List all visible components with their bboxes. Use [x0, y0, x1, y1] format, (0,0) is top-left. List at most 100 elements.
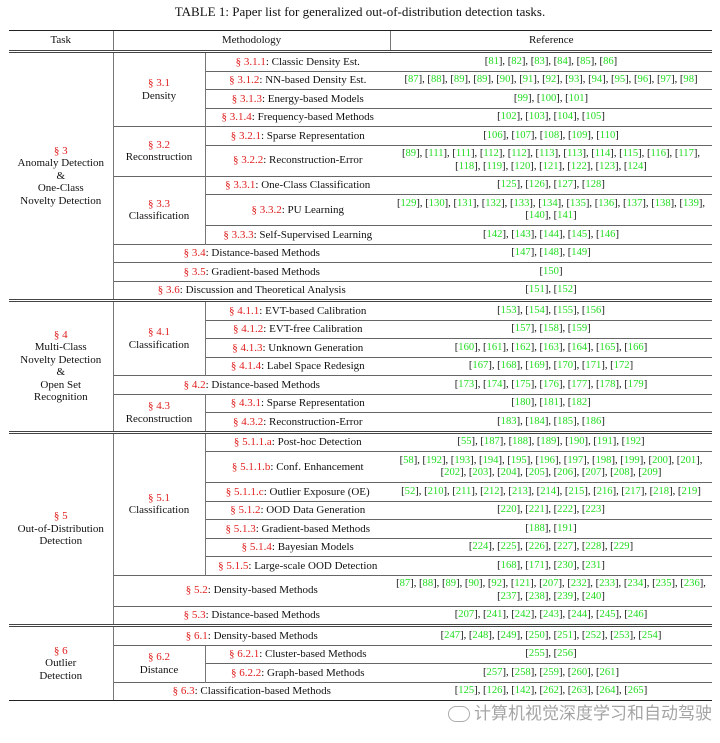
reference-link[interactable]: 241 [486, 609, 503, 620]
reference-link[interactable]: 134 [541, 197, 558, 209]
reference-link[interactable]: 202 [444, 467, 461, 478]
reference-link[interactable]: 193 [454, 454, 471, 466]
reference-link[interactable]: 106 [486, 129, 503, 141]
reference-link[interactable]: 153 [500, 304, 517, 316]
reference-link[interactable]: 233 [599, 578, 615, 589]
reference-link[interactable]: 86 [603, 55, 614, 67]
reference-link[interactable]: 184 [528, 415, 545, 427]
reference-link[interactable]: 197 [567, 454, 584, 466]
reference-link[interactable]: 223 [585, 504, 602, 515]
reference-link[interactable]: 145 [571, 228, 588, 240]
reference-link[interactable]: 257 [486, 666, 503, 678]
reference-link[interactable]: 249 [500, 629, 517, 641]
reference-link[interactable]: 87 [399, 578, 411, 589]
reference-link[interactable]: 261 [599, 666, 616, 678]
reference-link[interactable]: 190 [568, 436, 585, 447]
reference-link[interactable]: 214 [540, 485, 557, 497]
reference-link[interactable]: 228 [585, 541, 602, 552]
reference-link[interactable]: 182 [571, 397, 588, 408]
reference-link[interactable]: 204 [500, 467, 517, 478]
reference-link[interactable]: 83 [534, 55, 545, 67]
reference-link[interactable]: 264 [599, 685, 616, 696]
reference-link[interactable]: 168 [500, 559, 517, 571]
reference-link[interactable]: 85 [580, 55, 591, 67]
reference-link[interactable]: 232 [570, 578, 587, 589]
reference-link[interactable]: 191 [596, 436, 613, 447]
reference-link[interactable]: 89 [476, 74, 488, 85]
reference-link[interactable]: 171 [585, 360, 602, 371]
reference-link[interactable]: 128 [585, 179, 602, 190]
reference-link[interactable]: 144 [543, 228, 559, 240]
reference-link[interactable]: 183 [500, 415, 517, 427]
reference-link[interactable]: 113 [539, 148, 555, 159]
reference-link[interactable]: 126 [528, 179, 545, 190]
reference-link[interactable]: 102 [500, 111, 517, 122]
reference-link[interactable]: 243 [543, 609, 559, 620]
reference-link[interactable]: 207 [542, 578, 559, 589]
reference-link[interactable]: 165 [599, 341, 616, 353]
reference-link[interactable]: 105 [585, 111, 602, 122]
reference-link[interactable]: 263 [571, 685, 588, 696]
reference-link[interactable]: 115 [622, 148, 639, 159]
reference-link[interactable]: 112 [483, 148, 499, 159]
reference-link[interactable]: 95 [614, 74, 626, 85]
reference-link[interactable]: 246 [627, 609, 644, 620]
reference-link[interactable]: 251 [557, 629, 574, 641]
reference-link[interactable]: 100 [540, 92, 557, 104]
reference-link[interactable]: 231 [585, 559, 602, 571]
reference-link[interactable]: 212 [483, 485, 500, 497]
reference-link[interactable]: 162 [514, 341, 531, 353]
reference-link[interactable]: 55 [460, 436, 472, 447]
reference-link[interactable]: 171 [528, 559, 545, 571]
reference-link[interactable]: 180 [514, 397, 531, 408]
reference-link[interactable]: 210 [427, 485, 444, 497]
reference-link[interactable]: 111 [428, 148, 444, 159]
reference-link[interactable]: 90 [499, 74, 511, 85]
reference-link[interactable]: 147 [514, 247, 531, 258]
reference-link[interactable]: 247 [444, 629, 461, 641]
reference-link[interactable]: 121 [514, 578, 531, 589]
reference-link[interactable]: 242 [514, 609, 531, 620]
reference-link[interactable]: 160 [458, 341, 475, 353]
reference-link[interactable]: 219 [681, 485, 698, 497]
reference-link[interactable]: 170 [557, 360, 574, 371]
reference-link[interactable]: 211 [455, 485, 472, 497]
reference-link[interactable]: 104 [557, 111, 574, 122]
reference-link[interactable]: 120 [514, 160, 531, 172]
reference-link[interactable]: 215 [568, 485, 585, 497]
reference-link[interactable]: 150 [543, 265, 559, 277]
reference-link[interactable]: 230 [557, 559, 574, 571]
reference-link[interactable]: 164 [571, 341, 588, 353]
reference-link[interactable]: 125 [500, 179, 517, 190]
reference-link[interactable]: 259 [543, 666, 559, 678]
reference-link[interactable]: 188 [512, 436, 529, 447]
reference-link[interactable]: 196 [539, 454, 555, 466]
reference-link[interactable]: 169 [528, 360, 545, 371]
reference-link[interactable]: 221 [528, 504, 545, 515]
reference-link[interactable]: 89 [453, 74, 465, 85]
reference-link[interactable]: 203 [472, 467, 489, 478]
reference-link[interactable]: 152 [557, 284, 574, 295]
reference-link[interactable]: 250 [528, 629, 545, 641]
reference-link[interactable]: 252 [585, 629, 602, 641]
reference-link[interactable]: 103 [528, 111, 545, 122]
reference-link[interactable]: 161 [486, 341, 503, 353]
reference-link[interactable]: 97 [660, 74, 672, 85]
reference-link[interactable]: 98 [683, 74, 695, 85]
reference-link[interactable]: 244 [571, 609, 588, 620]
reference-link[interactable]: 227 [557, 541, 574, 552]
reference-link[interactable]: 142 [486, 228, 503, 240]
reference-link[interactable]: 195 [510, 454, 527, 466]
reference-link[interactable]: 238 [528, 590, 545, 602]
reference-link[interactable]: 260 [571, 666, 588, 678]
reference-link[interactable]: 127 [557, 179, 574, 190]
reference-link[interactable]: 213 [511, 485, 528, 497]
reference-link[interactable]: 84 [557, 55, 568, 67]
reference-link[interactable]: 163 [543, 341, 559, 353]
reference-link[interactable]: 133 [513, 197, 530, 209]
reference-link[interactable]: 188 [528, 522, 545, 534]
reference-link[interactable]: 254 [641, 629, 658, 641]
reference-link[interactable]: 58 [403, 454, 414, 466]
reference-link[interactable]: 119 [486, 160, 503, 172]
reference-link[interactable]: 111 [455, 148, 471, 159]
